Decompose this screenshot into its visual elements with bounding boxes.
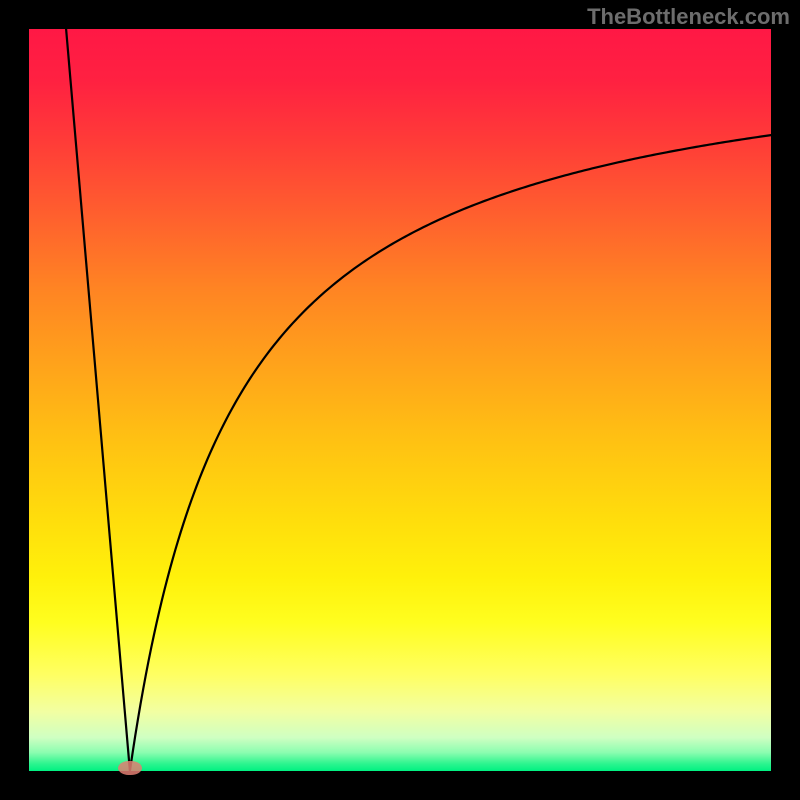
bottleneck-curve	[29, 29, 771, 771]
minimum-marker	[118, 761, 142, 776]
chart-container: TheBottleneck.com	[0, 0, 800, 800]
watermark-text: TheBottleneck.com	[587, 4, 790, 30]
plot-area	[29, 29, 771, 771]
